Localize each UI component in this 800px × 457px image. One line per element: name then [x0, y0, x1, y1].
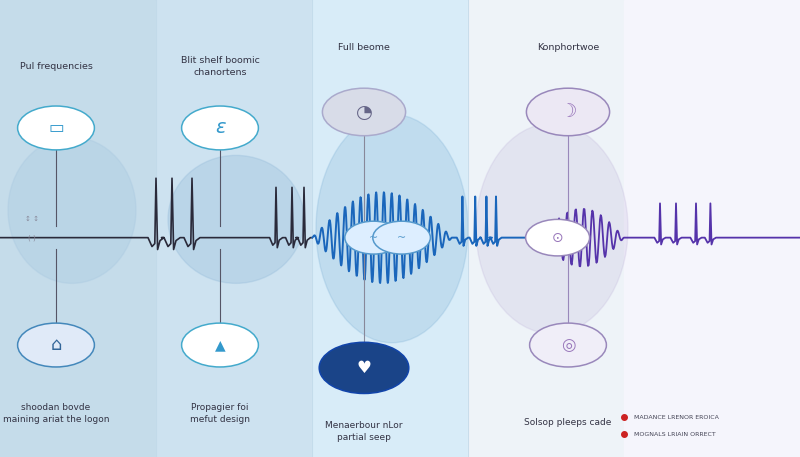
- Text: ~: ~: [397, 233, 406, 243]
- Text: ◎: ◎: [561, 336, 575, 354]
- Text: ☽: ☽: [559, 102, 577, 122]
- Circle shape: [319, 342, 409, 393]
- Bar: [156, 0, 312, 457]
- Text: ~: ~: [369, 233, 378, 243]
- Circle shape: [526, 88, 610, 136]
- Text: Propagier foi
mefut design: Propagier foi mefut design: [190, 403, 250, 424]
- Text: Menaerbour nLor
partial seep: Menaerbour nLor partial seep: [326, 421, 402, 442]
- Text: ⌂: ⌂: [50, 336, 62, 354]
- Circle shape: [530, 323, 606, 367]
- Bar: [312, 0, 468, 457]
- Bar: [0, 0, 156, 457]
- Text: ε: ε: [214, 118, 226, 138]
- Ellipse shape: [8, 137, 136, 283]
- Text: ◔: ◔: [355, 102, 373, 122]
- Text: Konphortwoe: Konphortwoe: [537, 43, 599, 53]
- Text: shoodan bovde
maining ariat the logon: shoodan bovde maining ariat the logon: [2, 403, 110, 424]
- Ellipse shape: [168, 155, 304, 283]
- Bar: [468, 0, 624, 457]
- Circle shape: [182, 106, 258, 150]
- Circle shape: [322, 88, 406, 136]
- Text: Full beome: Full beome: [338, 43, 390, 53]
- Text: MADANCE LRENOR EROICA: MADANCE LRENOR EROICA: [634, 415, 719, 420]
- Text: ▭: ▭: [48, 119, 64, 137]
- Text: ▲: ▲: [214, 338, 226, 352]
- Ellipse shape: [316, 114, 468, 343]
- Bar: [624, 0, 800, 457]
- Circle shape: [526, 219, 590, 256]
- Circle shape: [345, 221, 402, 254]
- Circle shape: [18, 106, 94, 150]
- Text: ↕ ↕: ↕ ↕: [25, 216, 39, 223]
- Text: ⊙: ⊙: [552, 231, 563, 244]
- Ellipse shape: [476, 123, 628, 334]
- Text: Blit shelf boomic
chanortens: Blit shelf boomic chanortens: [181, 56, 259, 77]
- Text: MOGNALS LRIAIN ORRECT: MOGNALS LRIAIN ORRECT: [634, 432, 716, 436]
- Circle shape: [182, 323, 258, 367]
- Text: ♥: ♥: [357, 359, 371, 377]
- Circle shape: [373, 221, 430, 254]
- Text: Solsop pleeps cade: Solsop pleeps cade: [524, 418, 612, 427]
- Text: Pul frequencies: Pul frequencies: [19, 62, 93, 71]
- Circle shape: [18, 323, 94, 367]
- Text: ( ): ( ): [28, 234, 36, 241]
